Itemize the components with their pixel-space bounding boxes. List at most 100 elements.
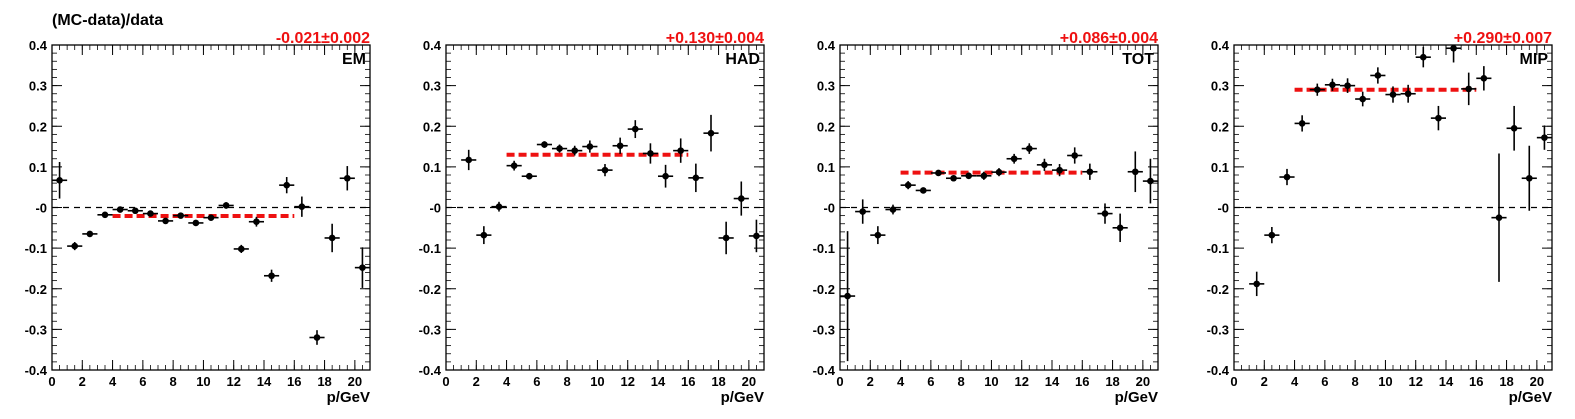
- marker: [950, 174, 957, 182]
- marker: [586, 143, 594, 150]
- x-tick-label: 6: [533, 374, 540, 389]
- fit-result: +0.290±0.007: [1454, 30, 1552, 47]
- x-tick-label: 4: [503, 374, 511, 389]
- marker: [1359, 95, 1367, 103]
- data-point: [142, 210, 158, 217]
- marker: [874, 231, 882, 239]
- marker: [328, 234, 336, 242]
- x-tick-label: 2: [867, 374, 874, 389]
- marker: [1541, 134, 1548, 141]
- data-point: [491, 201, 507, 212]
- marker: [753, 232, 760, 240]
- data-point: [354, 247, 370, 288]
- panel-label: TOT: [1122, 51, 1154, 68]
- panel-label: MIP: [1520, 51, 1549, 68]
- x-tick-label: 16: [681, 374, 695, 389]
- data-point: [97, 211, 113, 219]
- data-point: [1340, 78, 1356, 93]
- data-point: [991, 168, 1007, 177]
- marker: [343, 174, 351, 182]
- marker: [601, 166, 609, 174]
- marker: [722, 234, 730, 242]
- y-tick-label: 0.1: [423, 160, 441, 175]
- marker: [177, 212, 185, 219]
- x-tick-label: 4: [109, 374, 117, 389]
- data-point: [1294, 115, 1310, 132]
- marker: [980, 172, 988, 180]
- data-point: [1036, 158, 1052, 171]
- marker: [1374, 72, 1382, 79]
- x-tick-label: 8: [170, 374, 177, 389]
- data-point: [1067, 147, 1083, 164]
- data-point: [1491, 153, 1507, 282]
- marker: [71, 242, 79, 250]
- data-point: [1370, 67, 1386, 84]
- marker: [147, 210, 154, 217]
- marker: [1147, 177, 1154, 185]
- x-tick-label: 18: [317, 374, 331, 389]
- data-point: [567, 145, 583, 156]
- y-tick-label: -0.4: [1207, 363, 1230, 378]
- x-tick-label: 16: [1469, 374, 1483, 389]
- marker: [935, 169, 942, 177]
- marker: [480, 231, 488, 239]
- marker: [707, 129, 715, 137]
- x-tick-label: 12: [620, 374, 634, 389]
- data-point: [976, 171, 992, 180]
- marker: [207, 214, 215, 221]
- marker: [510, 162, 518, 169]
- data-point: [173, 212, 189, 219]
- marker: [1450, 44, 1457, 52]
- data-point: [915, 187, 931, 194]
- y-tick-label: 0.4: [817, 38, 836, 53]
- y-tick-label: 0.1: [29, 160, 47, 175]
- data-point: [82, 230, 98, 238]
- y-tick-label: -0.4: [25, 363, 48, 378]
- marker: [1495, 214, 1503, 221]
- x-tick-label: 4: [1291, 374, 1299, 389]
- data-point: [1400, 84, 1416, 103]
- data-point: [1127, 151, 1143, 193]
- data-point: [1309, 83, 1325, 96]
- data-point: [1097, 203, 1113, 224]
- marker: [844, 292, 851, 300]
- marker: [616, 142, 624, 150]
- x-tick-label: 20: [1530, 374, 1544, 389]
- x-tick-label: 6: [927, 374, 934, 389]
- data-point: [1476, 66, 1492, 91]
- marker: [56, 176, 63, 184]
- x-tick-label: 6: [1321, 374, 1328, 389]
- y-tick-label: -0.2: [25, 282, 47, 297]
- y-tick-label: -0.1: [25, 241, 47, 256]
- marker: [192, 219, 200, 227]
- marker: [995, 168, 1003, 176]
- y-tick-label: 0.4: [29, 38, 48, 53]
- marker: [1116, 224, 1124, 232]
- y-tick-label: 0.3: [817, 79, 835, 94]
- marker: [116, 206, 124, 213]
- marker: [359, 264, 366, 271]
- marker: [131, 207, 139, 215]
- marker: [1298, 120, 1306, 127]
- x-tick-label: 10: [1378, 374, 1392, 389]
- y-tick-label: 0.1: [817, 160, 835, 175]
- data-point: [324, 223, 340, 253]
- data-point: [1052, 164, 1068, 177]
- data-point: [158, 217, 174, 225]
- x-tick-label: 18: [1499, 374, 1513, 389]
- data-point: [1446, 44, 1462, 63]
- marker: [1404, 90, 1412, 98]
- y-tick-label: -0.1: [1207, 241, 1229, 256]
- marker: [541, 141, 548, 148]
- x-axis-label: p/GeV: [1115, 389, 1158, 406]
- data-point: [840, 231, 856, 362]
- data-point: [203, 214, 219, 221]
- marker: [889, 206, 897, 213]
- chart-panel-em: -0.4 -0.3 -0.2 -0.1 -0 0.1 0.2 0.3 0.4 0 2 4 6 8 10 12 1…: [25, 30, 371, 406]
- data-point: [870, 226, 886, 245]
- data-point: [597, 164, 613, 177]
- data-point: [718, 221, 734, 255]
- data-point: [248, 216, 264, 227]
- marker: [237, 245, 245, 253]
